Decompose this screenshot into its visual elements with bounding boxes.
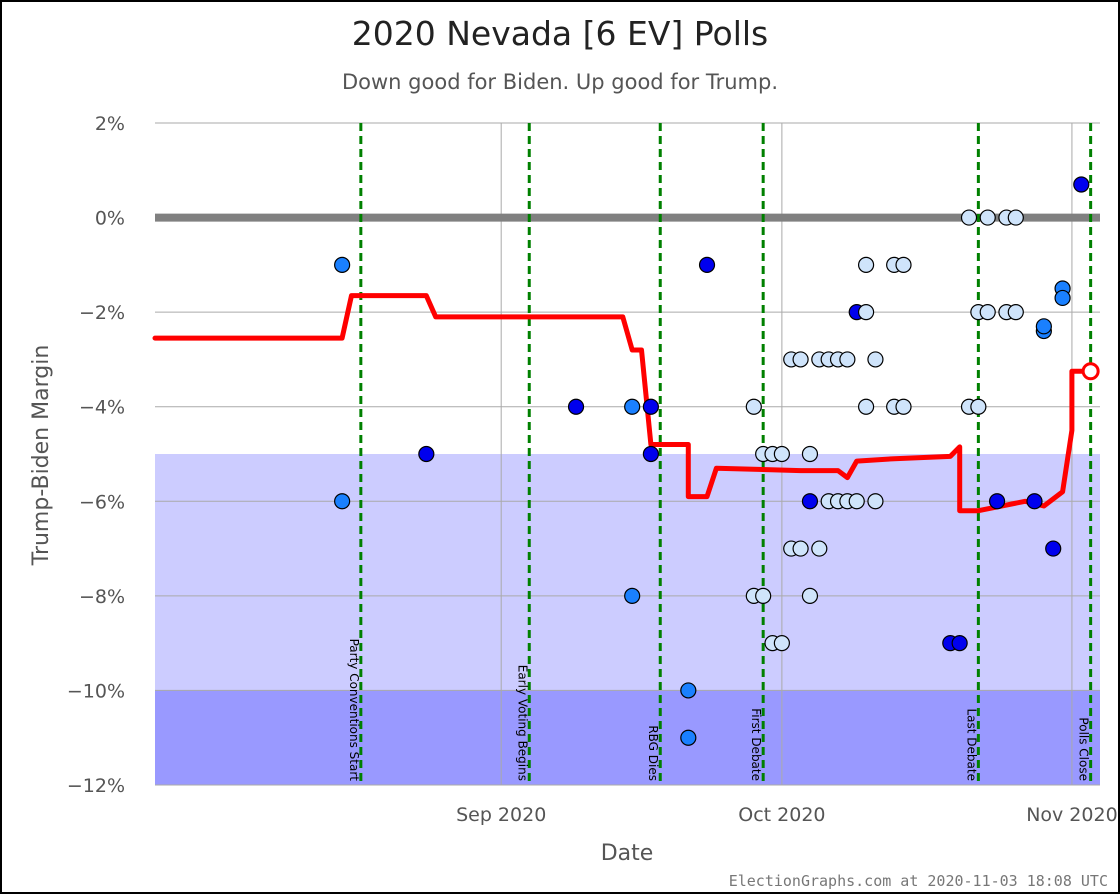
poll-point bbox=[755, 587, 772, 604]
poll-point bbox=[1007, 304, 1024, 321]
poll-point bbox=[848, 493, 865, 510]
poll-point bbox=[1073, 176, 1090, 193]
poll-point bbox=[979, 304, 996, 321]
poll-point bbox=[792, 351, 809, 368]
y-tick-label: −12% bbox=[67, 775, 125, 797]
poll-point bbox=[979, 209, 996, 226]
shade-band-1 bbox=[155, 690, 1100, 785]
poll-point bbox=[857, 256, 875, 273]
poll-point bbox=[895, 398, 912, 415]
poll-point bbox=[792, 540, 809, 557]
poll-point bbox=[680, 729, 697, 746]
poll-point bbox=[745, 398, 762, 415]
bands-layer bbox=[155, 454, 1100, 785]
poll-point bbox=[970, 398, 987, 415]
poll-point bbox=[895, 256, 912, 273]
event-label-5: Polls Close bbox=[1077, 717, 1091, 781]
poll-point bbox=[801, 493, 819, 510]
poll-point bbox=[857, 398, 875, 415]
poll-point bbox=[1054, 289, 1071, 307]
event-label-3: First Debate bbox=[749, 708, 763, 781]
event-label-2: RBG Dies bbox=[646, 725, 660, 781]
x-tick-label: Sep 2020 bbox=[456, 804, 546, 826]
poll-point bbox=[801, 445, 819, 463]
poll-point bbox=[801, 587, 819, 604]
credit-footer: ElectionGraphs.com at 2020-11-03 18:08 U… bbox=[728, 872, 1108, 890]
x-tick-label: Nov 2020 bbox=[1026, 804, 1117, 826]
event-label-0: Party Conventions Start bbox=[347, 639, 361, 782]
poll-point bbox=[642, 445, 659, 463]
y-tick-label: −10% bbox=[67, 680, 125, 702]
poll-point bbox=[624, 587, 641, 604]
y-tick-label: −8% bbox=[79, 586, 125, 608]
poll-point bbox=[867, 493, 884, 510]
chart-title: 2020 Nevada [6 EV] Polls bbox=[351, 14, 769, 53]
event-label-1: Early Voting Begins bbox=[515, 665, 529, 781]
poll-point bbox=[567, 398, 585, 415]
poll-point bbox=[334, 493, 351, 510]
events-layer: Party Conventions Start Early Voting Begi… bbox=[347, 123, 1093, 785]
y-tick-label: −2% bbox=[79, 302, 125, 324]
poll-point bbox=[951, 635, 968, 652]
poll-point bbox=[418, 445, 435, 463]
event-label-4: Last Debate bbox=[964, 709, 978, 782]
poll-point bbox=[698, 256, 716, 273]
y-tick-label: 2% bbox=[95, 113, 125, 135]
poll-point bbox=[1026, 493, 1043, 510]
poll-point bbox=[867, 351, 884, 368]
poll-point bbox=[334, 256, 351, 273]
y-axis-label: Trump-Biden Margin bbox=[29, 345, 54, 567]
x-tick-label: Oct 2020 bbox=[738, 804, 825, 826]
poll-point bbox=[839, 351, 856, 368]
x-axis-label: Date bbox=[601, 841, 654, 866]
poll-point bbox=[1035, 318, 1052, 335]
poll-point bbox=[773, 445, 790, 463]
poll-point bbox=[811, 540, 828, 557]
poll-point bbox=[642, 398, 659, 415]
poll-point bbox=[773, 635, 790, 652]
poll-point bbox=[988, 493, 1006, 510]
poll-point bbox=[624, 398, 641, 415]
current-average-marker bbox=[1081, 362, 1100, 381]
axes-layer: 2% 0% −2% −4% −6% −8% −10% −12% Sep 2020 Oct 2020… bbox=[67, 113, 1118, 826]
y-tick-label: −4% bbox=[79, 397, 125, 419]
poll-point bbox=[1007, 209, 1024, 226]
poll-point bbox=[857, 304, 875, 321]
y-tick-label: −6% bbox=[79, 491, 125, 513]
shade-band-0 bbox=[155, 454, 1100, 691]
chart-subtitle: Down good for Biden. Up good for Trump. bbox=[341, 70, 779, 94]
y-tick-label: 0% bbox=[95, 208, 125, 230]
poll-point bbox=[960, 209, 978, 226]
polls-layer bbox=[334, 176, 1100, 746]
poll-point bbox=[680, 682, 697, 699]
poll-point bbox=[1045, 540, 1062, 557]
